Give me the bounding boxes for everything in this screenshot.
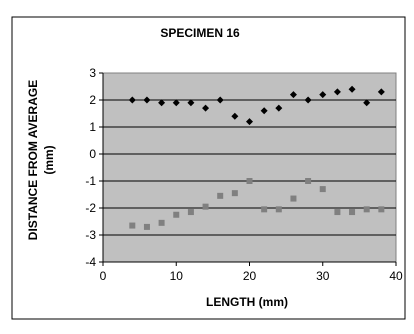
data-point-diamond xyxy=(377,88,385,96)
chart-title: SPECIMEN 16 xyxy=(160,26,240,40)
x-tick-label: 40 xyxy=(389,269,403,283)
data-point-diamond xyxy=(289,91,297,99)
x-tick-label: 30 xyxy=(316,269,330,283)
data-point-square xyxy=(305,178,312,184)
data-point-square xyxy=(275,206,282,213)
data-point-diamond xyxy=(333,88,341,96)
data-point-diamond xyxy=(143,96,151,104)
data-point-square xyxy=(378,206,385,213)
data-point-diamond xyxy=(128,96,136,104)
y-axis-label-line2: (mm) xyxy=(42,145,56,174)
data-point-square xyxy=(231,190,238,197)
data-point-diamond xyxy=(275,104,283,112)
data-point-square xyxy=(217,192,224,199)
y-axis-label-line1: DISTANCE FROM AVERAGE xyxy=(26,80,40,240)
data-point-square xyxy=(261,206,268,213)
x-tick-label: 10 xyxy=(170,269,184,283)
plot-background xyxy=(102,72,397,263)
y-tick-label: 1 xyxy=(89,120,96,134)
data-point-diamond xyxy=(216,96,224,104)
data-point-square xyxy=(129,222,136,229)
data-point-diamond xyxy=(260,107,268,115)
x-tick-label: 20 xyxy=(243,269,257,283)
data-point-diamond xyxy=(187,99,195,107)
data-point-square xyxy=(334,209,341,216)
data-point-square xyxy=(246,178,253,184)
data-point-square xyxy=(290,195,297,202)
y-tick-label: -2 xyxy=(85,201,96,215)
data-point-diamond xyxy=(172,99,180,107)
data-point-diamond xyxy=(348,85,356,93)
data-point-diamond xyxy=(158,99,166,107)
data-point-square xyxy=(143,223,150,230)
data-point-diamond xyxy=(246,118,253,126)
data-point-square xyxy=(187,209,194,216)
data-point-diamond xyxy=(319,91,327,99)
y-tick-label: 0 xyxy=(89,147,96,161)
data-point-diamond xyxy=(363,99,371,107)
data-point-square xyxy=(173,211,180,218)
data-point-square xyxy=(349,209,356,216)
y-tick-label: -3 xyxy=(85,228,96,242)
data-point-diamond xyxy=(202,104,210,112)
data-point-square xyxy=(158,219,165,226)
y-tick-label: 2 xyxy=(89,93,96,107)
data-point-square xyxy=(202,203,209,210)
data-point-diamond xyxy=(304,96,312,104)
x-tick-label: 0 xyxy=(100,269,107,283)
data-point-square xyxy=(319,186,326,193)
y-tick-label: -1 xyxy=(85,174,96,188)
x-axis-label: LENGTH (mm) xyxy=(206,295,288,309)
data-point-square xyxy=(363,206,370,213)
y-tick-label: 3 xyxy=(89,66,96,80)
data-point-diamond xyxy=(231,112,239,120)
y-tick-label: -4 xyxy=(85,255,96,269)
